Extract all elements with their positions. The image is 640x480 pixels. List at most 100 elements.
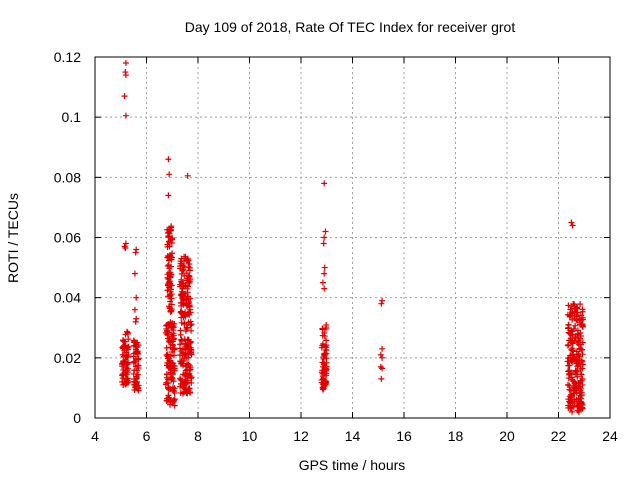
data-point: [574, 407, 581, 414]
data-point: [321, 264, 328, 271]
x-tick-label: 20: [499, 428, 515, 444]
data-point: [186, 345, 193, 352]
x-tick-label: 14: [345, 428, 361, 444]
data-point: [121, 93, 128, 100]
data-point: [165, 192, 172, 199]
data-point: [182, 340, 189, 347]
data-point: [569, 408, 576, 415]
data-point: [133, 294, 140, 301]
data-point: [579, 376, 586, 383]
data-point: [320, 240, 327, 247]
data-point: [132, 249, 139, 256]
data-point: [185, 351, 192, 358]
data-point: [120, 359, 127, 366]
data-point: [379, 345, 386, 352]
data-point: [131, 306, 138, 313]
data-point: [183, 258, 190, 265]
data-point: [177, 352, 184, 359]
data-point: [164, 353, 171, 360]
data-point: [579, 404, 586, 411]
data-point: [186, 363, 193, 370]
data-point: [577, 301, 584, 308]
data-point: [321, 350, 328, 357]
y-tick-label: 0.08: [54, 169, 81, 185]
data-point: [188, 379, 195, 386]
data-point: [170, 352, 177, 359]
data-point: [170, 378, 177, 385]
x-tick-label: 10: [242, 428, 258, 444]
data-point: [319, 384, 326, 391]
data-point: [168, 324, 175, 331]
data-point: [165, 397, 172, 404]
data-point: [167, 237, 174, 244]
data-point: [123, 353, 130, 360]
data-point: [167, 298, 174, 305]
data-point: [320, 361, 327, 368]
data-point: [178, 291, 185, 298]
data-point: [124, 344, 131, 351]
x-tick-label: 4: [91, 428, 99, 444]
data-point: [568, 346, 575, 353]
data-point: [183, 277, 190, 284]
data-point: [121, 347, 128, 354]
data-point: [319, 279, 326, 286]
data-point: [321, 180, 328, 187]
data-point: [124, 365, 131, 372]
data-point: [183, 324, 190, 331]
data-point: [134, 343, 141, 350]
data-point: [573, 385, 580, 392]
data-point: [182, 313, 189, 320]
data-point: [164, 380, 171, 387]
data-point: [180, 362, 187, 369]
y-tick-label: 0.12: [54, 49, 81, 65]
data-point: [568, 374, 575, 381]
data-point: [184, 283, 191, 290]
data-point: [321, 270, 328, 277]
data-point: [574, 379, 581, 386]
data-point: [177, 341, 184, 348]
data-point: [573, 367, 580, 374]
data-points: [119, 60, 586, 415]
data-point: [177, 331, 184, 338]
data-point: [318, 376, 325, 383]
x-tick-label: 24: [602, 428, 618, 444]
data-point: [166, 239, 173, 246]
data-point: [131, 376, 138, 383]
data-point: [130, 353, 137, 360]
data-point: [120, 337, 127, 344]
data-point: [379, 354, 386, 361]
data-point: [577, 366, 584, 373]
data-point: [573, 389, 580, 396]
data-point: [165, 156, 172, 163]
data-point: [134, 349, 141, 356]
data-point: [564, 381, 571, 388]
data-point: [577, 341, 584, 348]
y-axis-label: ROTI / TECUs: [5, 193, 21, 283]
data-point: [565, 302, 572, 309]
data-point: [184, 337, 191, 344]
data-point: [569, 332, 576, 339]
data-point: [180, 266, 187, 273]
x-tick-label: 8: [194, 428, 202, 444]
y-tick-label: 0: [73, 410, 81, 426]
chart-title: Day 109 of 2018, Rate Of TEC Index for r…: [185, 19, 516, 35]
data-point: [167, 274, 174, 281]
y-tick-label: 0.1: [62, 109, 82, 125]
data-point: [120, 381, 127, 388]
data-point: [379, 297, 386, 304]
data-point: [164, 274, 171, 281]
data-point: [164, 328, 171, 335]
data-point: [179, 285, 186, 292]
data-point: [121, 360, 128, 367]
data-point: [320, 355, 327, 362]
data-point: [180, 300, 187, 307]
data-point: [567, 337, 574, 344]
data-point: [168, 331, 175, 338]
data-point: [184, 379, 191, 386]
data-point: [166, 359, 173, 366]
data-point: [170, 396, 177, 403]
data-point: [321, 333, 328, 340]
data-point: [570, 354, 577, 361]
data-point: [168, 308, 175, 315]
data-point: [164, 243, 171, 250]
